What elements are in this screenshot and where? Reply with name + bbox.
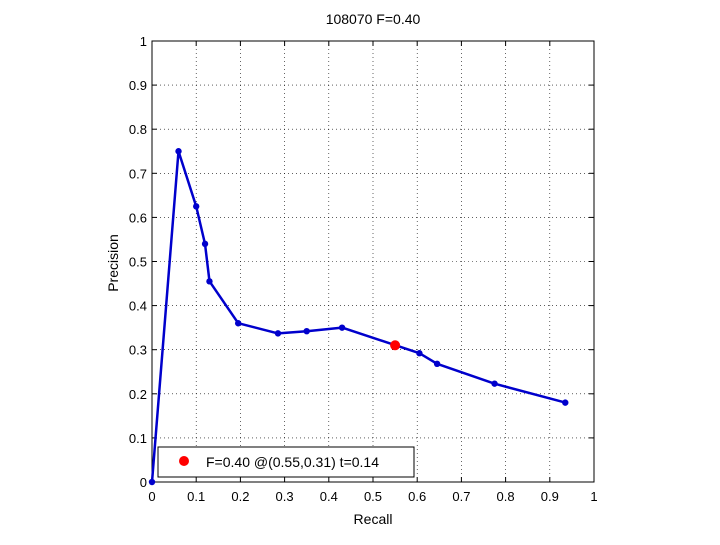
- grid-lines: [152, 41, 594, 482]
- legend: F=0.40 @(0.55,0.31) t=0.14: [157, 446, 415, 478]
- y-tick-label: 0.6: [129, 210, 147, 225]
- x-tick-label: 0.3: [276, 489, 294, 504]
- y-tick-label: 1: [140, 34, 147, 49]
- data-point: [562, 399, 569, 406]
- data-point: [193, 203, 200, 210]
- y-tick-label: 0.3: [129, 343, 147, 358]
- y-tick-label: 0.7: [129, 166, 147, 181]
- x-tick-label: 0: [148, 489, 155, 504]
- data-point: [491, 380, 498, 387]
- x-tick-label: 0.7: [452, 489, 470, 504]
- x-axis-label: Recall: [354, 511, 393, 527]
- x-tick-label: 0.8: [497, 489, 515, 504]
- x-tick-label: 0.4: [320, 489, 338, 504]
- y-tick-label: 0.4: [129, 299, 147, 314]
- data-point: [201, 240, 209, 248]
- data-point: [206, 278, 213, 285]
- x-tick-label: 0.1: [187, 489, 205, 504]
- y-axis-label: Precision: [105, 234, 121, 292]
- x-tick-label: 1: [590, 489, 597, 504]
- data-point: [234, 320, 242, 327]
- data-point: [148, 478, 156, 486]
- chart-title: 108070 F=0.40: [326, 11, 421, 27]
- y-tick-label: 0.8: [129, 122, 147, 137]
- x-tick-label: 0.9: [541, 489, 559, 504]
- y-tick-label: 0.5: [129, 255, 147, 270]
- y-tick-label: 0: [140, 475, 147, 490]
- legend-box: [157, 446, 415, 478]
- precision-recall-line: [150, 150, 566, 483]
- data-point: [175, 148, 182, 155]
- best-f-point: [390, 340, 401, 351]
- y-tick-label: 0.9: [129, 78, 147, 93]
- series-layer: [148, 148, 569, 486]
- data-point: [303, 327, 310, 335]
- data-point: [416, 350, 423, 357]
- y-tick-label: 0.1: [129, 431, 147, 446]
- data-point: [274, 330, 282, 337]
- data-point: [338, 324, 346, 331]
- legend-label: F=0.40 @(0.55,0.31) t=0.14: [206, 454, 379, 470]
- axis-ticks: 0 0.1 0.2 0.3 0.4 0.5 0.6 0.7 0.8 0.9 1 0 0.1 0.2 0.3 0…: [129, 34, 598, 504]
- y-tick-label: 0.2: [129, 387, 147, 402]
- x-tick-label: 0.2: [231, 489, 249, 504]
- legend-marker-icon: [179, 456, 189, 466]
- data-point: [433, 360, 441, 368]
- x-tick-label: 0.6: [408, 489, 426, 504]
- x-tick-label: 0.5: [364, 489, 382, 504]
